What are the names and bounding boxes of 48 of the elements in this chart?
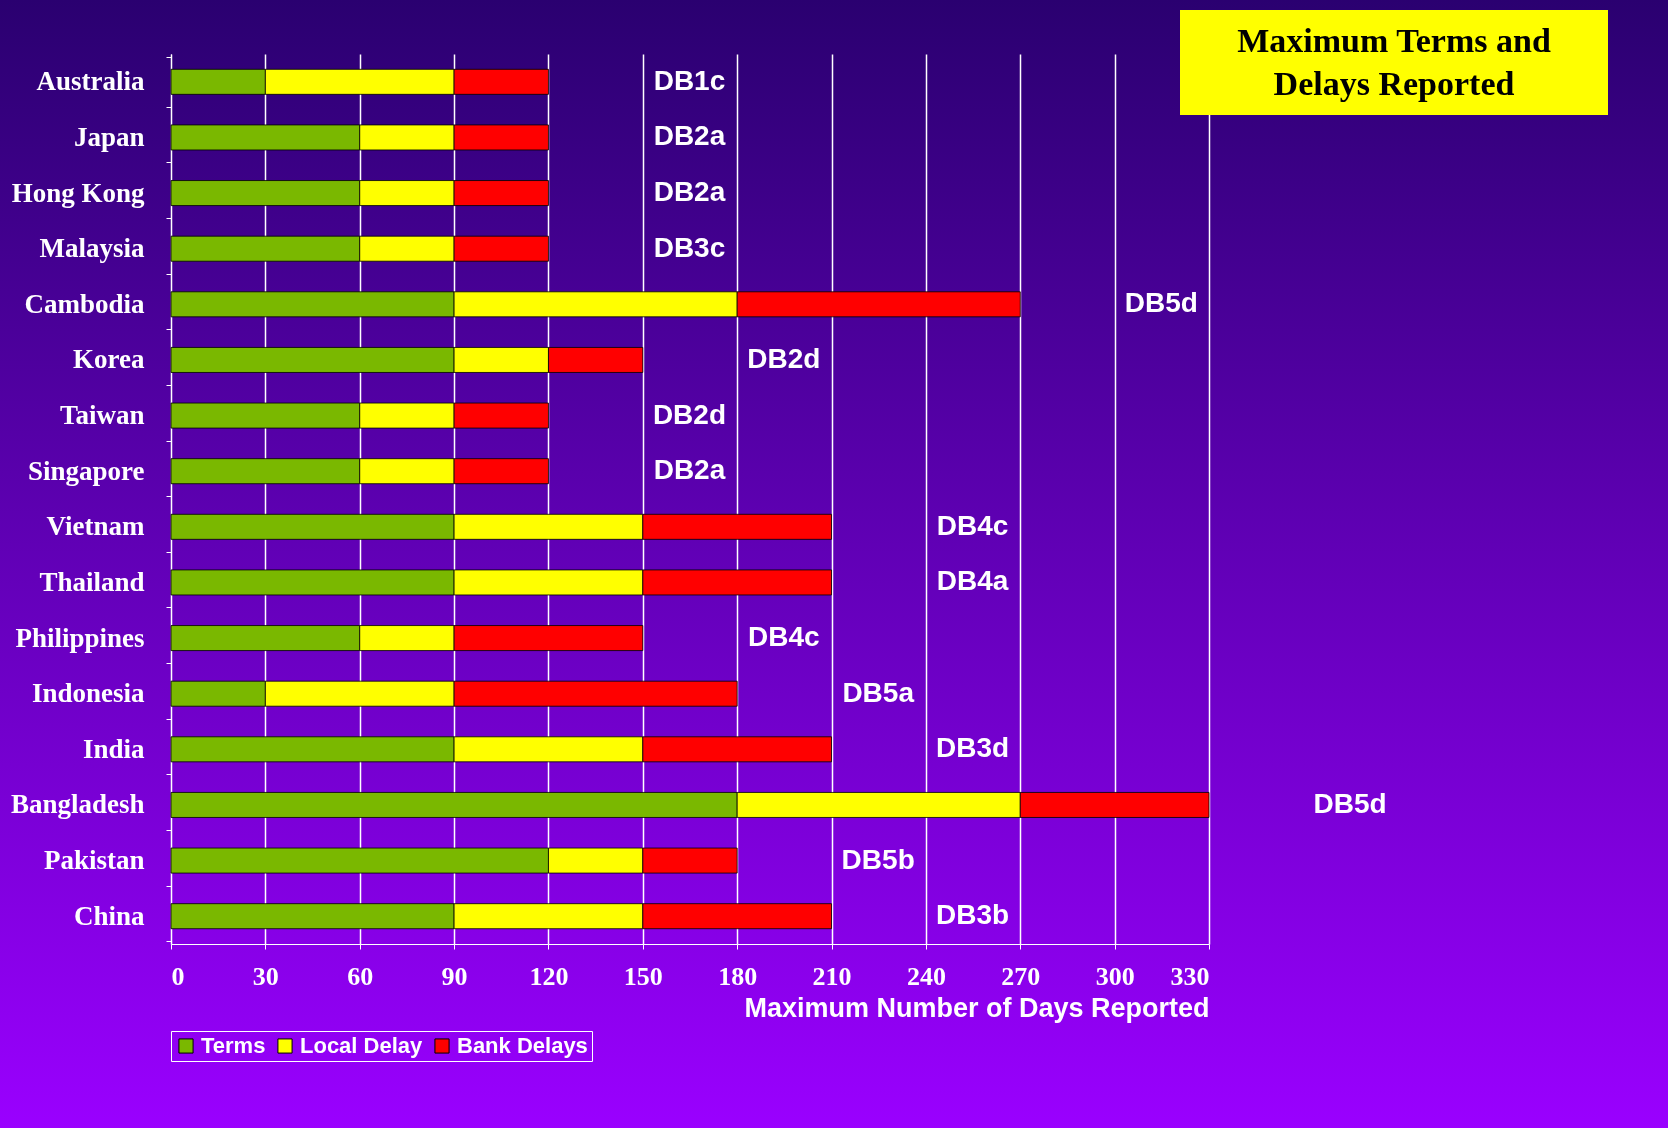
y-tick-label: Taiwan [59, 400, 145, 431]
annotation: DB5d [1124, 287, 1198, 319]
x-tick-label: 330 [1170, 961, 1210, 991]
annotation: DB3c [653, 231, 726, 263]
y-tick-label: Cambodia [24, 288, 145, 319]
text: DB5d [1313, 787, 1387, 819]
annotation: DB4a [936, 565, 1009, 597]
x-axis-title: Maximum Number of Days Reported [744, 992, 1210, 1023]
annotation: DB5b [841, 843, 915, 875]
annotation: DB5a [842, 676, 915, 708]
y-tick-label: Indonesia [31, 678, 145, 709]
y-tick-label: Korea [73, 344, 145, 375]
legend-label: Local Delay [300, 1033, 424, 1058]
x-tick-label: 240 [906, 961, 946, 991]
y-tick-label: China [73, 900, 145, 931]
annotation: DB1c [653, 64, 726, 96]
legend-label: Terms [201, 1033, 266, 1058]
annotation: DB3b [935, 899, 1010, 931]
x-tick-label: 30 [252, 961, 279, 991]
y-tick-label: India [82, 733, 145, 764]
legend-label: Bank Delays [457, 1033, 588, 1058]
y-tick-label: Philippines [15, 622, 145, 653]
y-tick-label: Vietnam [46, 511, 145, 542]
x-tick-label: 180 [718, 961, 758, 991]
x-tick-label: 150 [623, 961, 663, 991]
x-tick-label: 90 [441, 961, 468, 991]
annotation: DB3d [935, 732, 1010, 764]
x-tick-label: 0 [171, 961, 185, 991]
y-tick-label: Bangladesh [10, 789, 145, 820]
annotation: DB4c [936, 509, 1009, 541]
y-tick-label: Singapore [27, 455, 145, 486]
x-tick-label: 300 [1095, 961, 1135, 991]
annotation: DB4c [748, 621, 820, 653]
annotation: DB2d [652, 398, 727, 430]
y-tick-label: Thailand [39, 566, 145, 597]
y-tick-label: Pakistan [43, 845, 145, 876]
annotation: DB2a [653, 454, 726, 486]
y-tick-label: Japan [73, 121, 145, 152]
annotation: DB2a [653, 176, 726, 208]
x-tick-label: 120 [529, 961, 569, 991]
y-tick-label: Hong Kong [11, 177, 145, 208]
y-tick-label: Malaysia [39, 233, 145, 264]
annotation: DB2d [747, 342, 821, 374]
x-tick-label: 210 [812, 961, 852, 991]
annotation: DB2a [653, 120, 726, 152]
x-tick-label: 60 [347, 961, 374, 991]
y-tick-label: Australia [36, 66, 145, 97]
x-tick-label: 270 [1001, 961, 1041, 991]
